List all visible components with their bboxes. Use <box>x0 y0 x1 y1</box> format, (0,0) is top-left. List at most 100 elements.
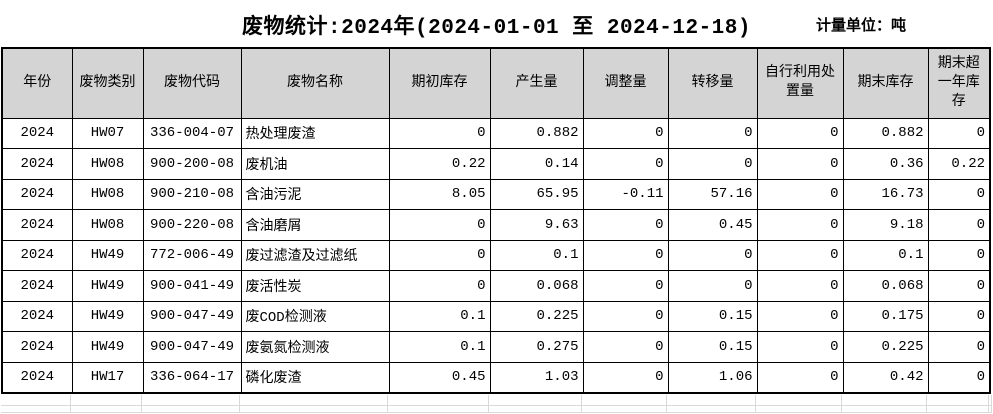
cell-waste-name[interactable]: 废过滤渣及过滤纸 <box>240 239 390 271</box>
cell-adjustment-amount[interactable]: -0.11 <box>582 178 669 210</box>
cell-ending-stock[interactable]: 0.1 <box>842 239 929 271</box>
cell-self-utilized-disposed-amount[interactable]: 0 <box>756 239 844 271</box>
cell-opening-stock[interactable]: 0.1 <box>388 331 491 363</box>
cell-year[interactable]: 2024 <box>1 331 73 363</box>
empty-spreadsheet-cell[interactable] <box>489 395 582 406</box>
cell-generated-amount[interactable]: 0.068 <box>489 270 584 302</box>
cell-waste-name[interactable]: 废机油 <box>240 148 390 180</box>
cell-ending-stock[interactable]: 0.175 <box>842 300 929 332</box>
empty-spreadsheet-cell[interactable] <box>927 406 989 413</box>
cell-year[interactable]: 2024 <box>1 300 73 332</box>
empty-spreadsheet-cell[interactable] <box>927 395 989 406</box>
empty-spreadsheet-cell[interactable] <box>667 395 756 406</box>
cell-opening-stock[interactable]: 0 <box>388 270 491 302</box>
cell-self-utilized-disposed-amount[interactable]: 0 <box>756 300 844 332</box>
column-header-ending-stock-over-one-year[interactable]: 期末超一年库存 <box>927 47 991 119</box>
cell-waste-code[interactable]: 900-200-08 <box>142 148 242 180</box>
cell-generated-amount[interactable]: 65.95 <box>489 178 584 210</box>
cell-ending-stock-over-one-year[interactable]: 0 <box>927 117 991 149</box>
empty-spreadsheet-cell[interactable] <box>240 395 388 406</box>
cell-ending-stock-over-one-year[interactable]: 0.22 <box>927 148 991 180</box>
cell-self-utilized-disposed-amount[interactable]: 0 <box>756 361 844 393</box>
cell-waste-code[interactable]: 900-210-08 <box>142 178 242 210</box>
cell-waste-code[interactable]: 336-064-17 <box>142 361 242 393</box>
column-header-self-utilized-disposed-amount[interactable]: 自行利用处置量 <box>756 47 844 119</box>
empty-spreadsheet-cell[interactable] <box>142 395 240 406</box>
cell-opening-stock[interactable]: 0.1 <box>388 300 491 332</box>
cell-waste-name[interactable]: 废活性炭 <box>240 270 390 302</box>
cell-ending-stock-over-one-year[interactable]: 0 <box>927 209 991 241</box>
empty-spreadsheet-cell[interactable] <box>756 406 842 413</box>
column-header-year[interactable]: 年份 <box>1 47 73 119</box>
cell-waste-category[interactable]: HW49 <box>71 239 144 271</box>
empty-spreadsheet-cell[interactable] <box>842 406 927 413</box>
empty-spreadsheet-cell[interactable] <box>388 406 489 413</box>
cell-waste-code[interactable]: 900-041-49 <box>142 270 242 302</box>
cell-ending-stock[interactable]: 0.225 <box>842 331 929 363</box>
cell-ending-stock-over-one-year[interactable]: 0 <box>927 331 991 363</box>
cell-adjustment-amount[interactable]: 0 <box>582 117 669 149</box>
cell-waste-category[interactable]: HW08 <box>71 148 144 180</box>
cell-transferred-amount[interactable]: 0.15 <box>667 331 758 363</box>
cell-ending-stock-over-one-year[interactable]: 0 <box>927 178 991 210</box>
cell-transferred-amount[interactable]: 57.16 <box>667 178 758 210</box>
cell-generated-amount[interactable]: 1.03 <box>489 361 584 393</box>
empty-spreadsheet-cell[interactable] <box>989 395 992 406</box>
cell-ending-stock-over-one-year[interactable]: 0 <box>927 239 991 271</box>
cell-adjustment-amount[interactable]: 0 <box>582 209 669 241</box>
cell-year[interactable]: 2024 <box>1 270 73 302</box>
empty-spreadsheet-cell[interactable] <box>842 395 927 406</box>
cell-year[interactable]: 2024 <box>1 209 73 241</box>
column-header-opening-stock[interactable]: 期初库存 <box>388 47 491 119</box>
cell-generated-amount[interactable]: 0.275 <box>489 331 584 363</box>
cell-transferred-amount[interactable]: 0 <box>667 239 758 271</box>
cell-adjustment-amount[interactable]: 0 <box>582 239 669 271</box>
cell-year[interactable]: 2024 <box>1 178 73 210</box>
column-header-waste-name[interactable]: 废物名称 <box>240 47 390 119</box>
cell-year[interactable]: 2024 <box>1 148 73 180</box>
empty-spreadsheet-cell[interactable] <box>388 395 489 406</box>
cell-self-utilized-disposed-amount[interactable]: 0 <box>756 117 844 149</box>
cell-ending-stock[interactable]: 0.36 <box>842 148 929 180</box>
cell-waste-category[interactable]: HW17 <box>71 361 144 393</box>
cell-waste-name[interactable]: 含油磨屑 <box>240 209 390 241</box>
empty-spreadsheet-cell[interactable] <box>71 395 142 406</box>
empty-spreadsheet-cell[interactable] <box>1 406 71 413</box>
cell-generated-amount[interactable]: 0.1 <box>489 239 584 271</box>
cell-generated-amount[interactable]: 0.14 <box>489 148 584 180</box>
empty-spreadsheet-cell[interactable] <box>142 406 240 413</box>
cell-transferred-amount[interactable]: 1.06 <box>667 361 758 393</box>
cell-adjustment-amount[interactable]: 0 <box>582 270 669 302</box>
cell-waste-code[interactable]: 900-220-08 <box>142 209 242 241</box>
cell-ending-stock-over-one-year[interactable]: 0 <box>927 300 991 332</box>
cell-transferred-amount[interactable]: 0 <box>667 117 758 149</box>
empty-spreadsheet-cell[interactable] <box>582 395 667 406</box>
cell-waste-category[interactable]: HW07 <box>71 117 144 149</box>
cell-waste-name[interactable]: 废COD检测液 <box>240 300 390 332</box>
empty-spreadsheet-cell[interactable] <box>1 395 71 406</box>
cell-transferred-amount[interactable]: 0.15 <box>667 300 758 332</box>
column-header-adjustment-amount[interactable]: 调整量 <box>582 47 669 119</box>
cell-generated-amount[interactable]: 0.882 <box>489 117 584 149</box>
cell-generated-amount[interactable]: 0.225 <box>489 300 584 332</box>
column-header-transferred-amount[interactable]: 转移量 <box>667 47 758 119</box>
column-header-ending-stock[interactable]: 期末库存 <box>842 47 929 119</box>
cell-opening-stock[interactable]: 0 <box>388 239 491 271</box>
cell-waste-name[interactable]: 含油污泥 <box>240 178 390 210</box>
empty-spreadsheet-cell[interactable] <box>667 406 756 413</box>
empty-spreadsheet-cell[interactable] <box>240 406 388 413</box>
cell-waste-name[interactable]: 废氨氮检测液 <box>240 331 390 363</box>
cell-waste-category[interactable]: HW08 <box>71 209 144 241</box>
cell-self-utilized-disposed-amount[interactable]: 0 <box>756 209 844 241</box>
cell-waste-category[interactable]: HW49 <box>71 331 144 363</box>
cell-waste-code[interactable]: 900-047-49 <box>142 300 242 332</box>
cell-waste-code[interactable]: 772-006-49 <box>142 239 242 271</box>
cell-year[interactable]: 2024 <box>1 117 73 149</box>
cell-self-utilized-disposed-amount[interactable]: 0 <box>756 178 844 210</box>
empty-spreadsheet-cell[interactable] <box>71 406 142 413</box>
empty-spreadsheet-cell[interactable] <box>756 395 842 406</box>
empty-spreadsheet-cell[interactable] <box>989 406 992 413</box>
cell-transferred-amount[interactable]: 0.45 <box>667 209 758 241</box>
cell-transferred-amount[interactable]: 0 <box>667 270 758 302</box>
cell-waste-name[interactable]: 磷化废渣 <box>240 361 390 393</box>
